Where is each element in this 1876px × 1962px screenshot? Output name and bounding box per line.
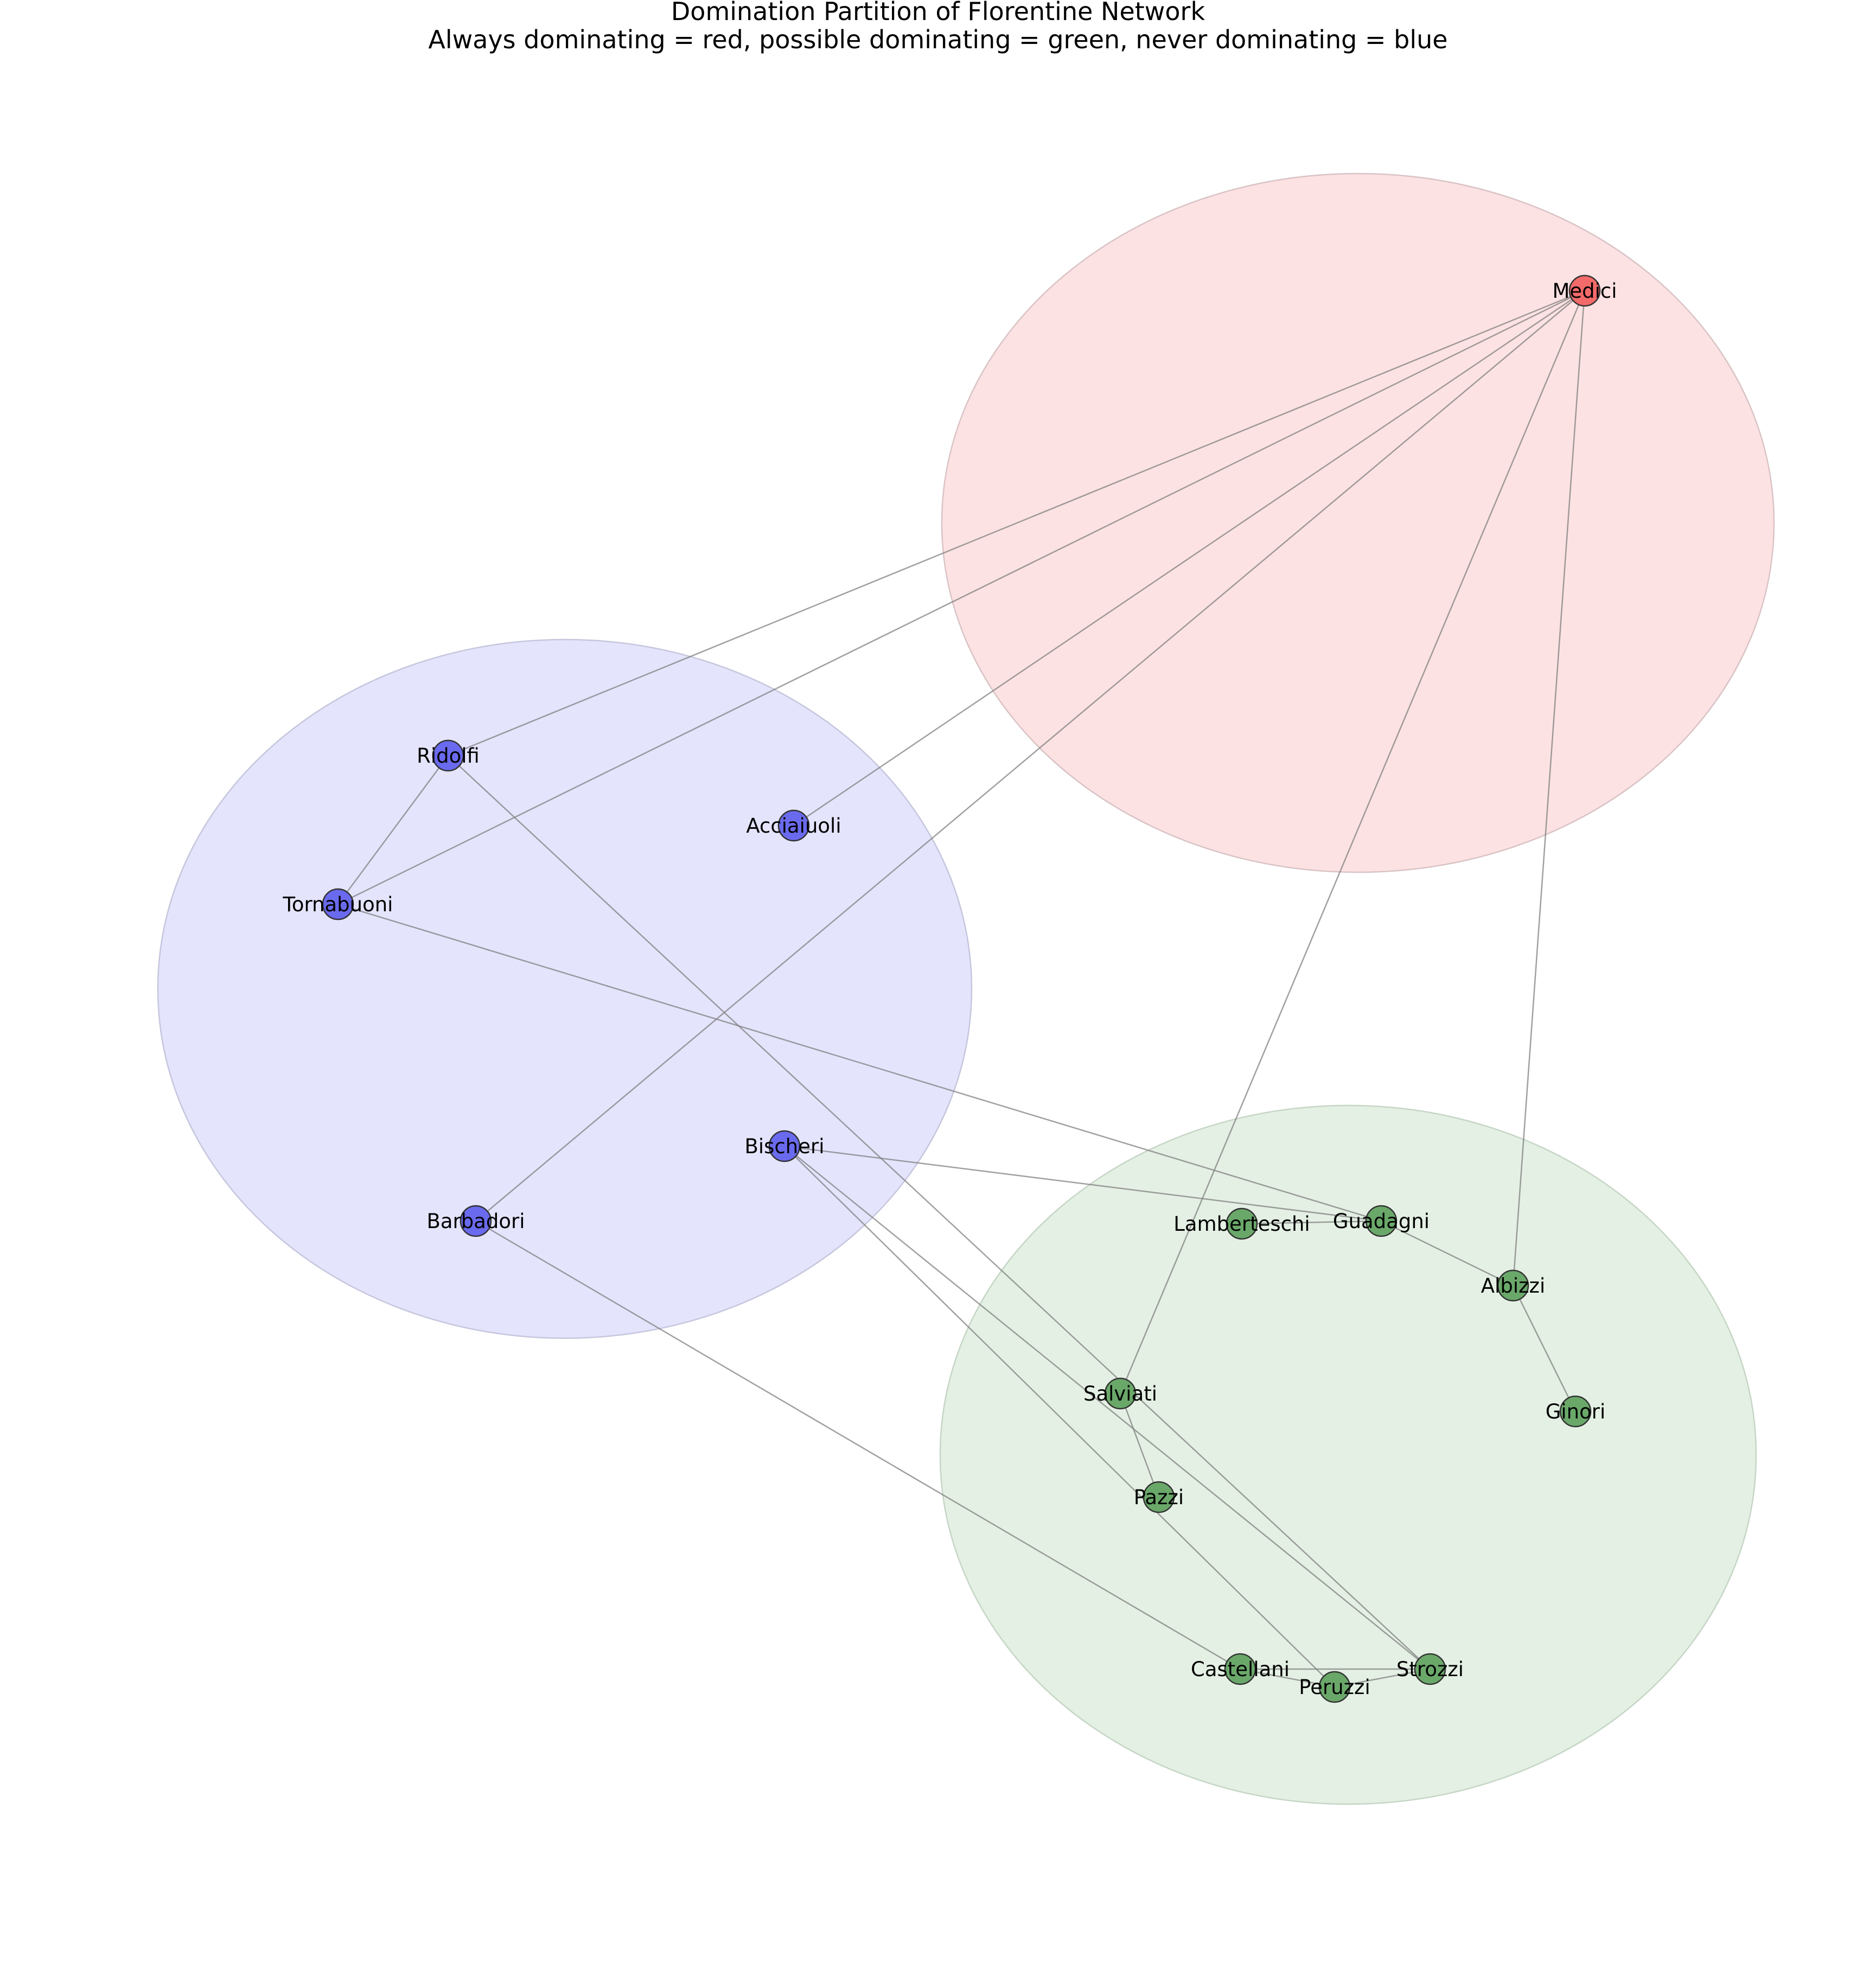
node-label-lamberteschi: Lamberteschi bbox=[1173, 1212, 1310, 1236]
edge-bischeri-strozzi bbox=[784, 1146, 1431, 1670]
edge-medici-acciaiuoli bbox=[793, 290, 1585, 827]
node-label-ginori: Ginori bbox=[1546, 1400, 1606, 1423]
node-bischeri[interactable] bbox=[768, 1130, 801, 1162]
edge-lamberteschi-guadagni bbox=[1241, 1220, 1382, 1225]
title: Domination Partition of Florentine Netwo… bbox=[428, 0, 1447, 54]
node-guadagni[interactable] bbox=[1365, 1205, 1398, 1237]
node-strozzi[interactable] bbox=[1414, 1653, 1446, 1685]
node-label-ridolfi: Ridolfi bbox=[417, 744, 480, 768]
title-line-1: Domination Partition of Florentine Netwo… bbox=[671, 0, 1205, 26]
node-label-medici: Medici bbox=[1552, 279, 1617, 303]
title-line-2: Always dominating = red, possible domina… bbox=[428, 25, 1447, 54]
node-tornabuoni[interactable] bbox=[322, 888, 354, 921]
node-ridolfi[interactable] bbox=[432, 739, 464, 772]
node-lamberteschi[interactable] bbox=[1226, 1207, 1258, 1240]
edge-medici-albizzi bbox=[1512, 290, 1586, 1286]
node-label-castellani: Castellani bbox=[1191, 1658, 1290, 1681]
edge-ridolfi-strozzi bbox=[448, 755, 1431, 1670]
node-peruzzi[interactable] bbox=[1318, 1671, 1351, 1703]
node-label-salviati: Salviati bbox=[1083, 1382, 1157, 1405]
node-label-bischeri: Bischeri bbox=[745, 1135, 825, 1158]
region-possible-dominating bbox=[939, 1104, 1757, 1805]
node-label-guadagni: Guadagni bbox=[1333, 1210, 1430, 1233]
node-barbadori[interactable] bbox=[460, 1205, 492, 1237]
node-label-acciaiuoli: Acciaiuoli bbox=[746, 814, 841, 838]
node-label-barbadori: Barbadori bbox=[426, 1210, 525, 1233]
region-never-dominating bbox=[157, 638, 973, 1339]
labels-layer: Medici Ridolfi Acciaiuoli Tornabuoni Bischer… bbox=[283, 279, 1617, 1699]
node-label-peruzzi: Peruzzi bbox=[1299, 1676, 1370, 1699]
node-salviati[interactable] bbox=[1104, 1377, 1137, 1410]
node-acciaiuoli[interactable] bbox=[777, 809, 810, 842]
edge-guadagni-albizzi bbox=[1381, 1220, 1514, 1287]
edge-medici-ridolfi bbox=[448, 290, 1585, 757]
edge-albizzi-ginori bbox=[1512, 1285, 1577, 1412]
group-regions bbox=[157, 172, 1775, 1805]
edge-salviati-pazzi bbox=[1119, 1393, 1160, 1498]
edge-medici-salviati bbox=[1119, 290, 1586, 1394]
node-ginori[interactable] bbox=[1559, 1395, 1592, 1428]
edge-medici-barbadori bbox=[475, 290, 1585, 1222]
node-label-tornabuoni: Tornabuoni bbox=[283, 893, 393, 916]
edge-ridolfi-tornabuoni bbox=[337, 755, 449, 905]
edge-medici-tornabuoni bbox=[337, 290, 1585, 905]
edges-layer bbox=[337, 290, 1586, 1688]
edge-peruzzi-strozzi bbox=[1334, 1668, 1431, 1688]
edge-bischeri-guadagni bbox=[784, 1145, 1382, 1222]
node-castellani[interactable] bbox=[1224, 1653, 1256, 1685]
node-pazzi[interactable] bbox=[1143, 1481, 1175, 1513]
edge-barbadori-castellani bbox=[475, 1220, 1241, 1670]
node-label-strozzi: Strozzi bbox=[1396, 1658, 1464, 1681]
node-albizzi[interactable] bbox=[1497, 1269, 1529, 1302]
region-always-dominating bbox=[941, 172, 1775, 873]
node-label-albizzi: Albizzi bbox=[1481, 1274, 1545, 1298]
edge-castellani-peruzzi bbox=[1240, 1668, 1335, 1688]
node-medici[interactable] bbox=[1568, 274, 1601, 307]
edge-tornabuoni-guadagni bbox=[337, 903, 1382, 1222]
node-label-pazzi: Pazzi bbox=[1134, 1486, 1184, 1509]
edge-bischeri-peruzzi bbox=[784, 1146, 1335, 1688]
nodes-layer bbox=[322, 274, 1601, 1703]
